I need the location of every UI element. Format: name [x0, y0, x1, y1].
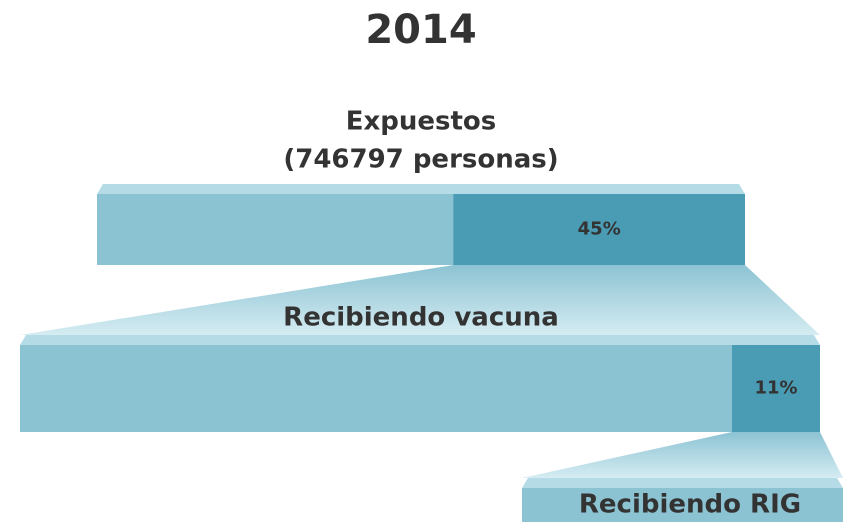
- bar-top: [522, 478, 843, 488]
- stage-label: Expuestos: [346, 107, 497, 137]
- bar-top: [97, 184, 745, 194]
- share-label: 45%: [578, 219, 621, 240]
- funnel: [522, 432, 843, 478]
- share-segment: [732, 345, 820, 432]
- title: 2014: [365, 7, 476, 53]
- share-segment: [453, 194, 745, 265]
- stage-label: Recibiendo RIG: [579, 490, 801, 520]
- bar-top: [20, 335, 820, 345]
- stage-label: Recibiendo vacuna: [283, 303, 559, 333]
- funnel: [20, 265, 820, 335]
- bar: [522, 488, 843, 522]
- stage-sublabel: (746797 personas): [283, 145, 558, 175]
- bar: [20, 345, 820, 432]
- share-label: 11%: [754, 378, 797, 399]
- shapes: [20, 184, 843, 522]
